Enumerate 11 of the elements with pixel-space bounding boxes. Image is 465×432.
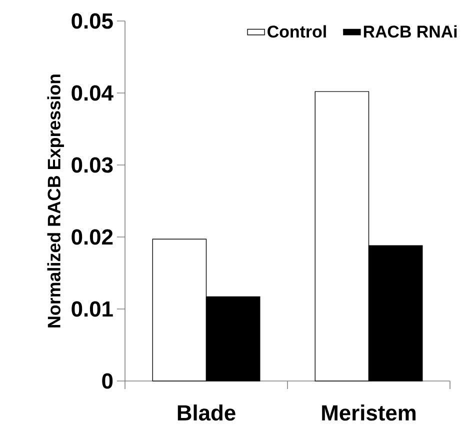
legend-label: RACB RNAi	[364, 25, 457, 38]
y-tick-label: 0.03	[72, 157, 113, 173]
x-tick-label: Meristem	[322, 404, 416, 421]
y-tick-label: 0.01	[72, 301, 113, 317]
y-axis-title: Normalized RACB Expression	[47, 74, 64, 328]
y-tick-label: 0	[102, 373, 113, 389]
legend-label: Control	[268, 25, 326, 38]
x-tick-label: Blade	[178, 404, 236, 421]
y-tick-label: 0.02	[72, 229, 113, 245]
y-tick-label: 0.04	[72, 85, 114, 101]
y-tick-label: 0.05	[72, 13, 113, 29]
